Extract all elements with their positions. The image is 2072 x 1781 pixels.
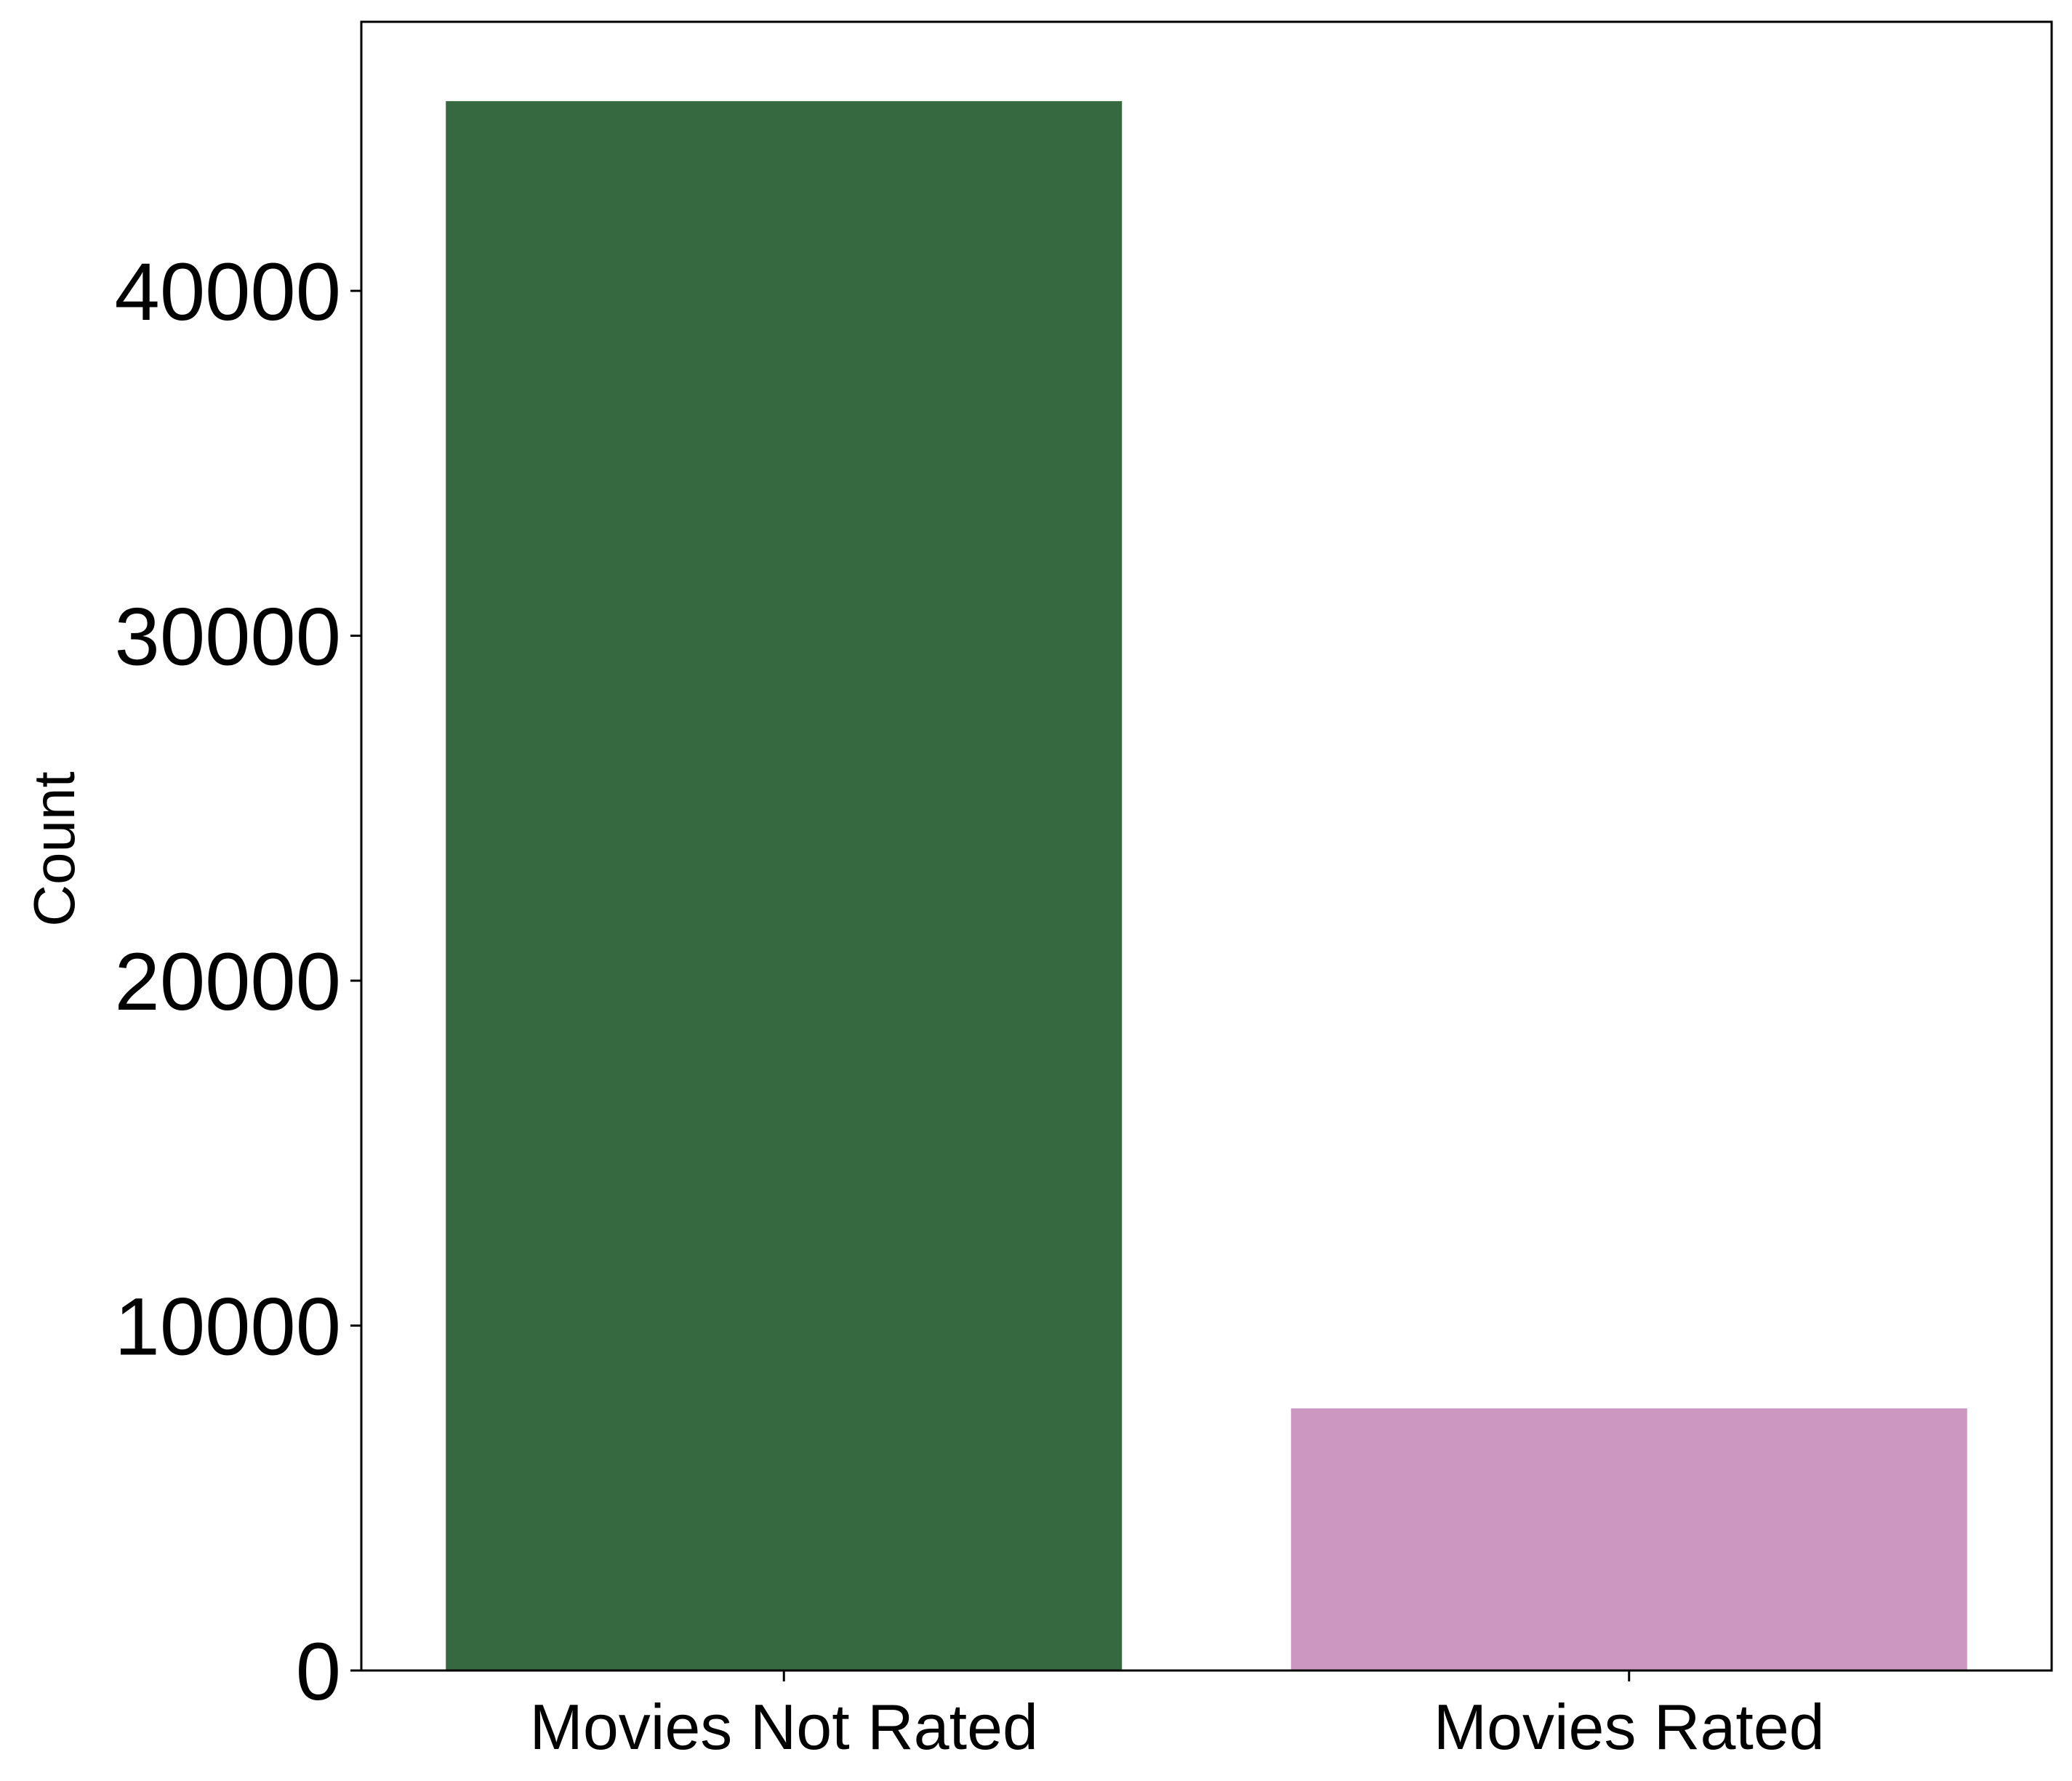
y-tick-label: 20000 — [115, 936, 341, 1027]
bars-layer — [446, 101, 1967, 1671]
y-axis-label: Count — [22, 771, 87, 926]
bar-movies-rated — [1290, 1408, 1967, 1671]
y-tick-label: 0 — [296, 1626, 341, 1717]
y-axis: 0 10000 20000 30000 40000 — [115, 246, 361, 1717]
x-tick-label: Movies Not Rated — [530, 1691, 1038, 1763]
plot-frame — [360, 20, 2053, 1672]
y-tick-label: 30000 — [115, 592, 341, 683]
x-axis: Movies Not Rated Movies Rated — [530, 1671, 1825, 1763]
bar-movies-not-rated — [446, 101, 1123, 1671]
x-tick-label: Movies Rated — [1434, 1691, 1825, 1763]
y-tick-label: 10000 — [115, 1282, 341, 1372]
y-tick-label: 40000 — [115, 246, 341, 337]
